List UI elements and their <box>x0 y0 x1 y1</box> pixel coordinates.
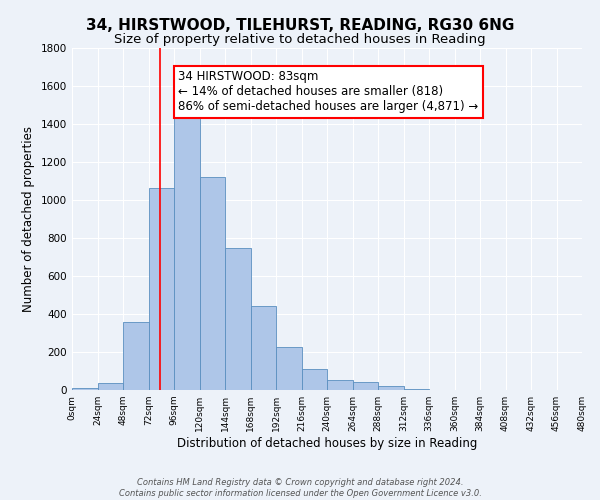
Bar <box>225 248 251 390</box>
Bar <box>174 112 199 390</box>
Text: Size of property relative to detached houses in Reading: Size of property relative to detached ho… <box>114 32 486 46</box>
X-axis label: Distribution of detached houses by size in Reading: Distribution of detached houses by size … <box>177 437 477 450</box>
Text: 34 HIRSTWOOD: 83sqm
← 14% of detached houses are smaller (818)
86% of semi-detac: 34 HIRSTWOOD: 83sqm ← 14% of detached ho… <box>178 70 479 114</box>
Bar <box>72 388 97 390</box>
Bar <box>302 369 327 390</box>
Y-axis label: Number of detached properties: Number of detached properties <box>22 126 35 312</box>
Bar <box>327 380 353 390</box>
Bar <box>97 384 123 390</box>
Text: Contains HM Land Registry data © Crown copyright and database right 2024.
Contai: Contains HM Land Registry data © Crown c… <box>119 478 481 498</box>
Bar <box>404 389 429 390</box>
Bar <box>378 386 404 390</box>
Bar <box>251 306 276 390</box>
Bar <box>276 347 302 390</box>
Text: 34, HIRSTWOOD, TILEHURST, READING, RG30 6NG: 34, HIRSTWOOD, TILEHURST, READING, RG30 … <box>86 18 514 32</box>
Bar <box>199 177 225 390</box>
Bar <box>123 322 149 390</box>
Bar <box>149 188 174 390</box>
Bar <box>353 382 378 390</box>
